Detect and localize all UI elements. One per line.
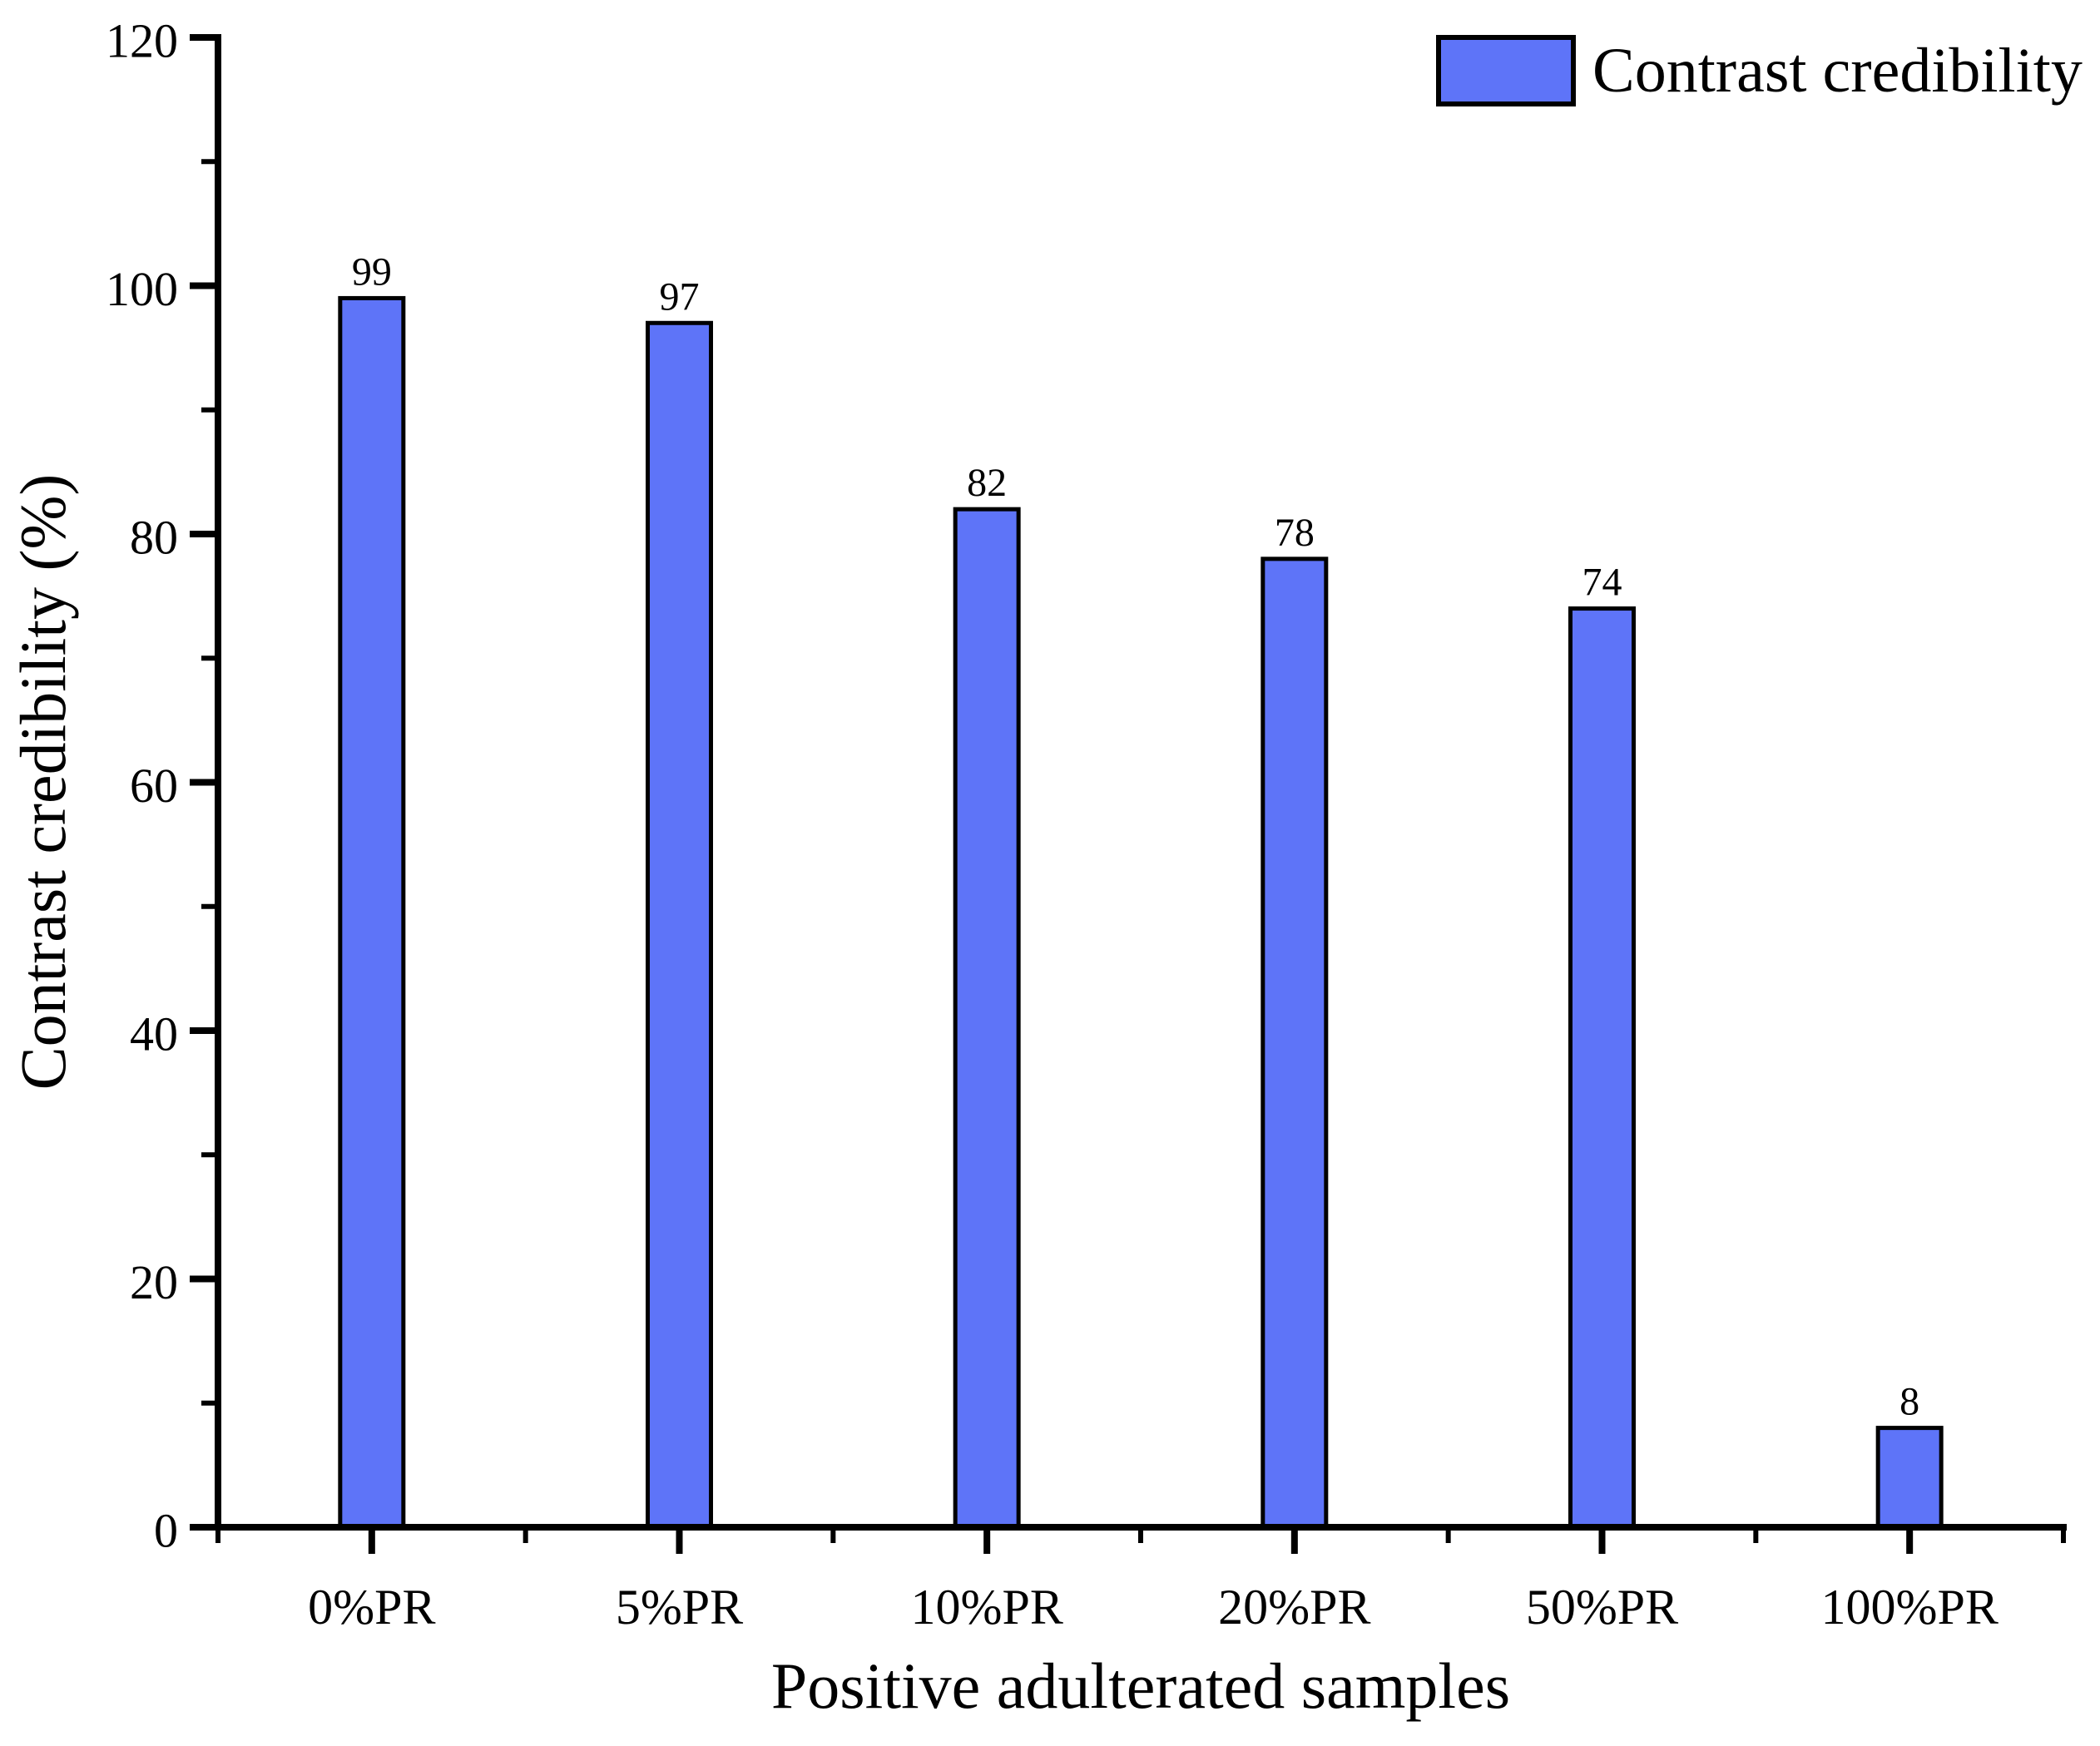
bar [1568,606,1636,1530]
bar-value-label: 74 [1582,561,1622,605]
bar-value-label: 78 [1275,511,1315,555]
legend: Contrast credibility [1436,35,2083,106]
legend-label: Contrast credibility [1592,36,2083,106]
bar [1875,1426,1944,1530]
x-tick-label: 20%PR [1218,1580,1370,1635]
x-tick-label: 100%PR [1820,1580,1998,1635]
y-tick-label: 40 [130,1007,178,1061]
x-tick-label: 50%PR [1526,1580,1678,1635]
y-tick-label: 60 [130,759,178,813]
y-axis-title: Contrast credibility (%) [7,473,79,1091]
bar [1260,556,1329,1530]
y-tick-label: 0 [154,1504,178,1558]
y-tick-label: 100 [106,262,178,316]
legend-color-swatch [1436,35,1576,106]
bar-value-label: 8 [1899,1380,1919,1424]
y-tick-label: 120 [106,14,178,68]
y-tick-label: 20 [130,1255,178,1309]
bar [338,295,406,1530]
x-tick-label: 0%PR [308,1580,435,1635]
x-axis-title: Positive adulterated samples [770,1650,1511,1722]
bar [953,507,1021,1530]
bar-value-label: 82 [967,461,1007,505]
bar-value-label: 99 [352,250,392,294]
y-tick-label: 80 [130,511,178,565]
x-tick-label: 10%PR [910,1580,1062,1635]
x-tick-label: 5%PR [616,1580,743,1635]
bar [646,320,713,1530]
bar-value-label: 97 [660,275,700,319]
